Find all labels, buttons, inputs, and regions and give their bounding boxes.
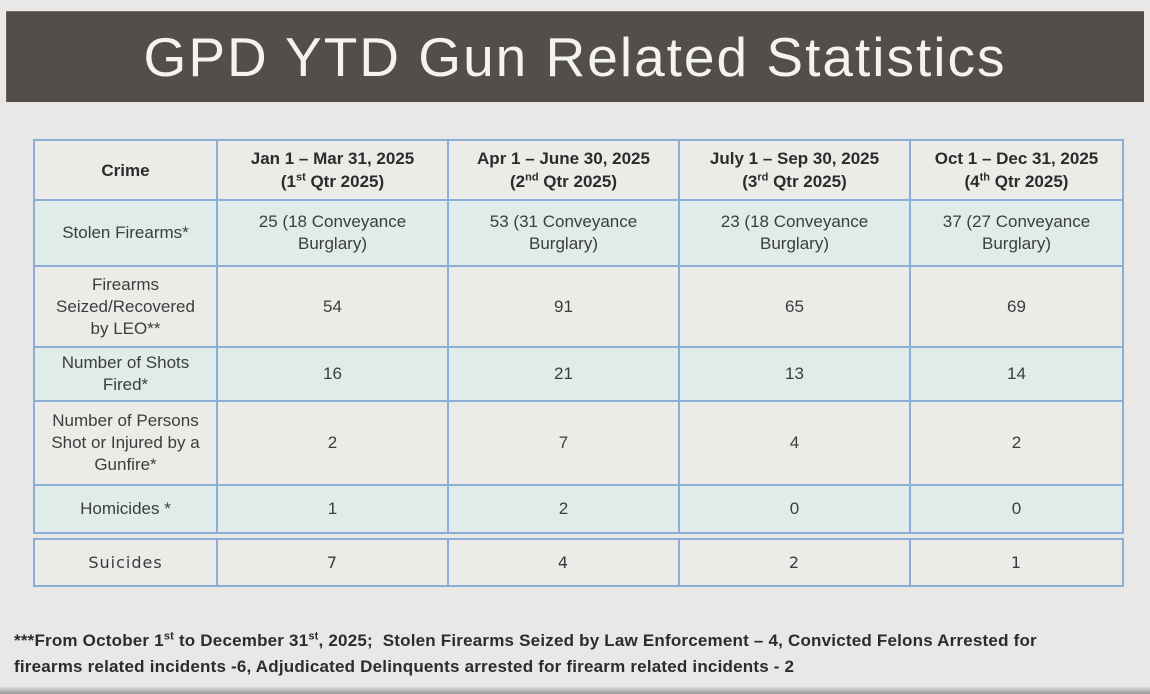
cell-value: 1: [909, 538, 1124, 587]
q2-qtr: Qtr 2025): [538, 172, 617, 191]
footnote: ***From October 1st to December 31st, 20…: [14, 628, 1150, 680]
footnote-text: ***From October 1: [14, 631, 164, 650]
row-label: Number of Persons Shot or Injured by a G…: [33, 400, 218, 486]
table-header-row: Crime Jan 1 – Mar 31, 2025 (1st Qtr 2025…: [33, 139, 1124, 201]
footnote-ordinal: st: [163, 630, 175, 643]
cell-value: 2: [909, 400, 1124, 486]
q4-qtr: Qtr 2025): [990, 172, 1069, 191]
column-header-q1: Jan 1 – Mar 31, 2025 (1st Qtr 2025): [216, 139, 449, 201]
q2-ordinal: nd: [525, 171, 539, 184]
row-label: Homicides *: [33, 484, 218, 534]
cell-value: 54: [216, 265, 449, 348]
q4-ordinal: th: [979, 171, 991, 184]
cell-value: 0: [909, 484, 1124, 534]
row-label: Stolen Firearms*: [33, 199, 218, 267]
q2-dates: Apr 1 – June 30, 2025: [477, 149, 650, 168]
frame-bottom-edge: [0, 687, 1150, 694]
q3-paren: (3: [742, 172, 758, 191]
cell-value: 4: [447, 538, 680, 587]
cell-value: 2: [216, 400, 449, 486]
cell-value: 69: [909, 265, 1124, 348]
q1-paren: (1: [280, 172, 296, 191]
column-header-crime: Crime: [33, 139, 218, 201]
footnote-line-2: firearms related incidents -6, Adjudicat…: [14, 657, 795, 676]
cell-value: 14: [909, 346, 1124, 402]
q2-paren: (2: [509, 172, 526, 191]
cell-value: 16: [216, 346, 449, 402]
table-row-firearms-seized: Firearms Seized/Recovered by LEO** 54 91…: [33, 265, 1124, 348]
q4-dates: Oct 1 – Dec 31, 2025: [934, 149, 1099, 168]
column-header-q2: Apr 1 – June 30, 2025 (2nd Qtr 2025): [447, 139, 680, 201]
cell-value: 7: [447, 400, 680, 486]
cell-value: 25 (18 Conveyance Burglary): [216, 199, 449, 267]
cell-value: 13: [678, 346, 911, 402]
cell-value: 4: [678, 400, 911, 486]
cell-value: 7: [216, 538, 449, 587]
cell-value: 1: [216, 484, 449, 534]
table-row-stolen-firearms: Stolen Firearms* 25 (18 Conveyance Burgl…: [33, 199, 1124, 267]
q3-ordinal: rd: [757, 171, 769, 184]
cell-value: 2: [447, 484, 680, 534]
table-row-shots-fired: Number of Shots Fired* 16 21 13 14: [33, 346, 1124, 402]
table-row-homicides: Homicides * 1 2 0 0: [33, 484, 1124, 534]
slide-title-bar: GPD YTD Gun Related Statistics: [6, 11, 1144, 102]
statistics-table-container: Crime Jan 1 – Mar 31, 2025 (1st Qtr 2025…: [33, 139, 1124, 587]
cell-value: 0: [678, 484, 911, 534]
column-header-q4: Oct 1 – Dec 31, 2025 (4th Qtr 2025): [909, 139, 1124, 201]
page-title: GPD YTD Gun Related Statistics: [143, 25, 1007, 88]
footnote-ordinal: st: [308, 630, 319, 643]
footnote-line-1: ***From October 1st to December 31st, 20…: [14, 628, 1150, 654]
cell-value: 21: [447, 346, 680, 402]
cell-value: 2: [678, 538, 911, 587]
table-row-suicides: Suicides 7 4 2 1: [33, 538, 1124, 587]
q1-ordinal: st: [295, 171, 306, 184]
q1-qtr: Qtr 2025): [305, 172, 385, 191]
footnote-text: to December 31: [174, 631, 309, 650]
footnote-text: , 2025; Stolen Firearms Seized by Law En…: [318, 631, 1037, 650]
cell-value: 23 (18 Conveyance Burglary): [678, 199, 911, 267]
cell-value: 91: [447, 265, 680, 348]
column-header-q3: July 1 – Sep 30, 2025 (3rd Qtr 2025): [678, 139, 911, 201]
q3-dates: July 1 – Sep 30, 2025: [709, 149, 880, 168]
table-row-persons-shot: Number of Persons Shot or Injured by a G…: [33, 400, 1124, 486]
cell-value: 65: [678, 265, 911, 348]
q4-paren: (4: [964, 172, 980, 191]
row-label: Number of Shots Fired*: [33, 346, 218, 402]
row-label: Firearms Seized/Recovered by LEO**: [33, 265, 218, 348]
cell-value: 53 (31 Conveyance Burglary): [447, 199, 680, 267]
gun-statistics-table: Crime Jan 1 – Mar 31, 2025 (1st Qtr 2025…: [33, 139, 1124, 534]
suicides-table: Suicides 7 4 2 1: [33, 538, 1124, 587]
q1-dates: Jan 1 – Mar 31, 2025: [250, 149, 415, 168]
cell-value: 37 (27 Conveyance Burglary): [909, 199, 1124, 267]
row-label: Suicides: [33, 538, 218, 587]
q3-qtr: Qtr 2025): [768, 172, 847, 191]
